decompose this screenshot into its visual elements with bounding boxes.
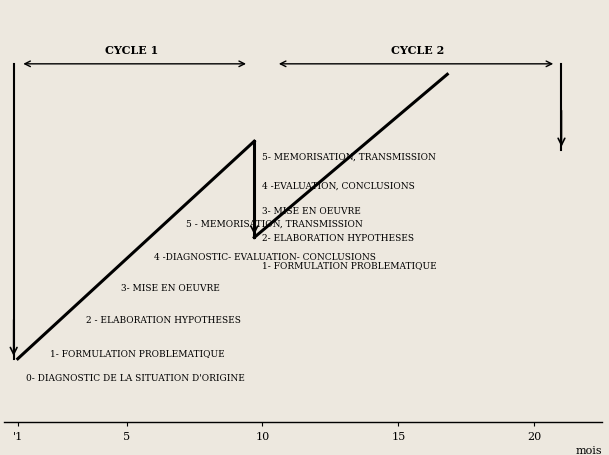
Text: 3- MISE EN OEUVRE: 3- MISE EN OEUVRE: [262, 207, 361, 216]
Text: 5- MEMORISATION, TRANSMISSION: 5- MEMORISATION, TRANSMISSION: [262, 152, 436, 162]
Text: mois: mois: [576, 445, 602, 455]
Text: 5 - MEMORISATION, TRANSMISSION: 5 - MEMORISATION, TRANSMISSION: [186, 219, 363, 228]
Text: 4 -EVALUATION, CONCLUSIONS: 4 -EVALUATION, CONCLUSIONS: [262, 182, 415, 191]
Text: 2- ELABORATION HYPOTHESES: 2- ELABORATION HYPOTHESES: [262, 234, 415, 243]
Text: 4 -DIAGNOSTIC- EVALUATION- CONCLUSIONS: 4 -DIAGNOSTIC- EVALUATION- CONCLUSIONS: [153, 253, 376, 262]
Text: 3- MISE EN OEUVRE: 3- MISE EN OEUVRE: [121, 284, 220, 293]
Text: CYCLE 2: CYCLE 2: [391, 46, 444, 56]
Text: 1- FORMULATION PROBLEMATIQUE: 1- FORMULATION PROBLEMATIQUE: [51, 349, 225, 358]
Text: 0- DIAGNOSTIC DE LA SITUATION D'ORIGINE: 0- DIAGNOSTIC DE LA SITUATION D'ORIGINE: [26, 374, 245, 383]
Text: 1- FORMULATION PROBLEMATIQUE: 1- FORMULATION PROBLEMATIQUE: [262, 261, 437, 270]
Text: CYCLE 1: CYCLE 1: [105, 46, 158, 56]
Text: 2 - ELABORATION HYPOTHESES: 2 - ELABORATION HYPOTHESES: [86, 315, 241, 324]
